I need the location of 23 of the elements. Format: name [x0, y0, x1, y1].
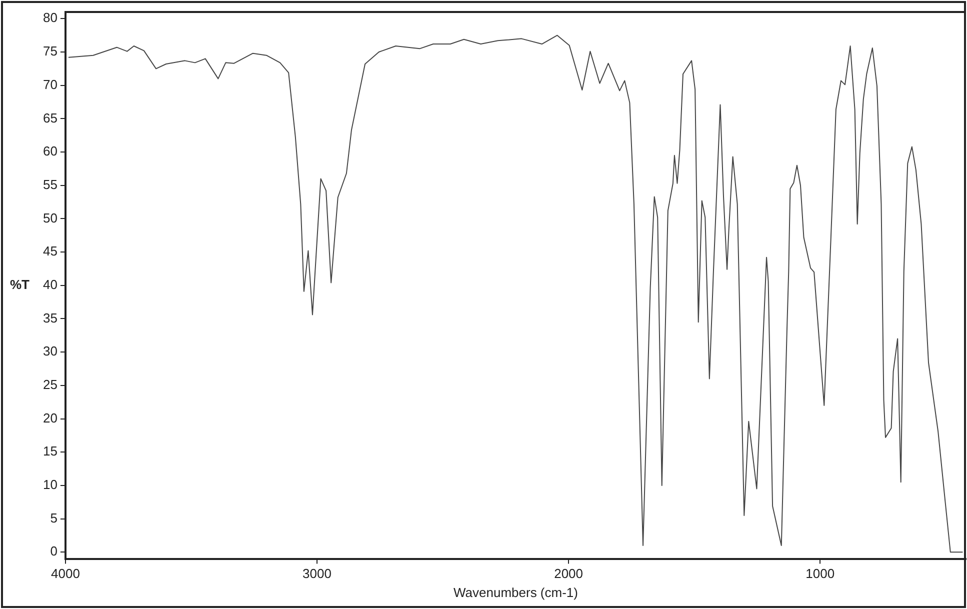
- x-axis-title: Wavenumbers (cm-1): [453, 584, 578, 600]
- y-tick-label: 40: [42, 276, 58, 292]
- y-axis-title: %T: [10, 276, 30, 292]
- x-tick-label: 4000: [51, 566, 80, 582]
- x-tick-label: 3000: [302, 566, 332, 582]
- y-tick-label: 45: [42, 244, 58, 259]
- y-tick-label: 80: [42, 10, 58, 26]
- y-tick-label: 25: [42, 377, 58, 392]
- y-tick-label: 55: [42, 176, 58, 192]
- y-tick-label: 5: [50, 510, 58, 526]
- y-tick-label: 65: [42, 110, 58, 126]
- y-tick-label: 70: [42, 76, 58, 92]
- y-tick-label: 10: [42, 477, 58, 492]
- y-tick-label: 60: [42, 144, 58, 159]
- y-tick-label: 50: [42, 210, 58, 226]
- x-tick-label: 2000: [554, 566, 584, 582]
- y-tick-label: 0: [50, 544, 58, 559]
- y-tick-label: 75: [42, 44, 58, 59]
- y-tick-label: 35: [42, 310, 58, 326]
- y-tick-label: 20: [42, 410, 58, 426]
- y-tick-label: 15: [42, 444, 58, 459]
- x-tick-label: 1000: [806, 566, 835, 582]
- y-tick-label: 30: [42, 344, 58, 359]
